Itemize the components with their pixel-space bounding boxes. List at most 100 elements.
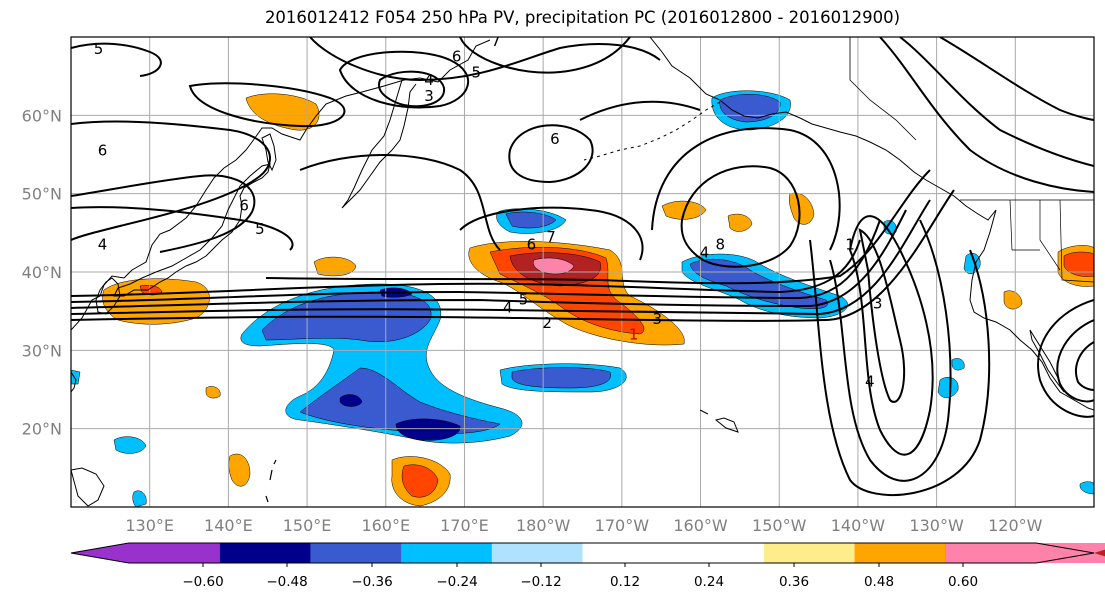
coastlines	[71, 37, 1094, 507]
pv-contour-north-4	[188, 82, 346, 128]
pv-contour-high-1	[680, 165, 801, 268]
precip-region-21	[395, 418, 461, 441]
pv-label-9: 5	[255, 220, 265, 238]
colorbar-segment-0	[71, 543, 220, 563]
pv-label-14: 8	[715, 236, 725, 254]
precip-region-22	[339, 394, 363, 407]
pv-contour-east-2	[1056, 319, 1094, 403]
pv-contour-west-3	[71, 206, 294, 251]
pv-contour-high-3	[508, 124, 594, 184]
colorbar-label-9: 0.60	[948, 574, 978, 590]
pv-contour-north-1	[71, 42, 162, 77]
pv-label-3: 7	[491, 32, 501, 50]
map-gridlines	[71, 37, 1094, 507]
colorbar-label-1: −0.48	[266, 574, 307, 590]
lat-label-4: 20°N	[22, 420, 62, 439]
lat-label-0: 60°N	[22, 106, 62, 125]
pv-label-11: 6	[527, 236, 537, 254]
pv-contour-east-4	[899, 37, 1094, 167]
pv-label-7: 6	[550, 130, 560, 148]
pv-contour-trough-2	[829, 219, 952, 482]
precip-region-7	[313, 256, 357, 277]
colorbar-segment-6	[673, 543, 765, 563]
precip-region-6	[245, 93, 320, 131]
colorbar-segment-8	[854, 543, 946, 563]
pv-contour-high-4	[338, 50, 470, 109]
pv-label-16: 5	[519, 290, 529, 308]
pv-contour-east-6	[939, 37, 1094, 121]
pv-label-4: 4	[424, 71, 434, 89]
pv-label-21: 3	[873, 294, 883, 312]
lon-label-9: 140°W	[831, 516, 886, 535]
lon-label-11: 120°W	[988, 516, 1043, 535]
map-frame	[70, 36, 1095, 508]
pv-contour-east-1	[1037, 299, 1094, 418]
precip-region-11	[1003, 290, 1023, 310]
coastline-alaska	[649, 37, 997, 221]
precip-region-10	[788, 192, 815, 225]
pv-contours	[71, 37, 1094, 497]
pv-contour-high-5	[378, 70, 446, 108]
lon-label-7: 160°W	[673, 516, 728, 535]
colorbar-label-4: −0.12	[520, 574, 561, 590]
pv-label-2: 5	[471, 63, 481, 81]
coastline-sakhalin	[261, 133, 277, 172]
pv-contour-west-2	[71, 174, 256, 253]
precip-region-15	[205, 386, 221, 399]
coastline-philippines	[71, 467, 105, 507]
lon-label-8: 150°W	[752, 516, 807, 535]
precip-region-13	[1063, 251, 1094, 277]
colorbar: −0.60 −0.48 −0.36 −0.24 −0.12 0.12 0.24 0.36 0.4…	[70, 542, 1105, 590]
pv-contour-trough-3	[858, 228, 906, 403]
lon-label-3: 160°E	[361, 516, 410, 535]
colorbar-label-2: −0.36	[351, 574, 392, 590]
pv-label-1: 6	[452, 48, 462, 66]
coastline-baja	[1029, 329, 1065, 393]
colorbar-label-8: 0.48	[864, 574, 894, 590]
pv-contour-mid-3	[579, 100, 701, 121]
precip-region-27	[511, 367, 611, 389]
lat-label-1: 50°N	[22, 185, 62, 204]
longitude-labels: 130°E 140°E 150°E 160°E 170°E 180°W 170°W 160°W…	[125, 516, 1042, 535]
pv-label-8: 6	[239, 196, 249, 214]
pv-contour-east-5	[879, 37, 1094, 193]
latitude-labels: 60°N 50°N 40°N 30°N 20°N	[22, 106, 62, 438]
pv-contour-north-3	[459, 37, 631, 74]
precip-region-34	[951, 358, 965, 371]
pv-label-18: 2	[542, 314, 552, 332]
precip-region-32	[113, 436, 147, 454]
pv-label-19: 3	[652, 310, 662, 328]
coastline-north-america	[969, 209, 1094, 411]
colorbar-outline	[70, 542, 1095, 564]
precip-region-17	[401, 464, 439, 498]
pv-label-10: 4	[98, 236, 108, 254]
pv-label-17: 4	[503, 298, 513, 316]
pv-label-6: 6	[98, 142, 108, 160]
pv-contour-west-1	[71, 120, 271, 241]
pv-contour-trough-4	[809, 239, 991, 497]
pv-contour-jet-2	[71, 219, 881, 303]
pv-label-20: 1	[629, 326, 639, 344]
colorbar-segment-3	[401, 543, 493, 563]
colorbar-label-6: 0.24	[694, 574, 724, 590]
colorbar-segment-7	[763, 543, 856, 563]
pv-label-0: 5	[94, 40, 104, 58]
coastline-aleutians	[583, 101, 721, 161]
coastline-japan	[113, 163, 271, 297]
pv-contour-east-3	[1075, 341, 1094, 391]
lon-label-2: 150°E	[283, 516, 332, 535]
lon-label-6: 170°W	[595, 516, 650, 535]
pv-contour-jet-4	[71, 199, 931, 316]
pv-label-5: 3	[424, 87, 434, 105]
colorbar-label-5: 0.12	[610, 574, 640, 590]
colorbar-label-3: −0.24	[436, 574, 477, 590]
precip-region-37	[132, 490, 147, 507]
coastline-hawaii	[699, 409, 739, 433]
colorbar-label-7: 0.36	[779, 574, 809, 590]
colorbar-segment-2	[310, 543, 402, 563]
map-title: 2016012412 F054 250 hPa PV, precipitatio…	[264, 8, 901, 27]
colorbar-segment-1	[219, 543, 311, 563]
lon-label-1: 140°E	[204, 516, 253, 535]
